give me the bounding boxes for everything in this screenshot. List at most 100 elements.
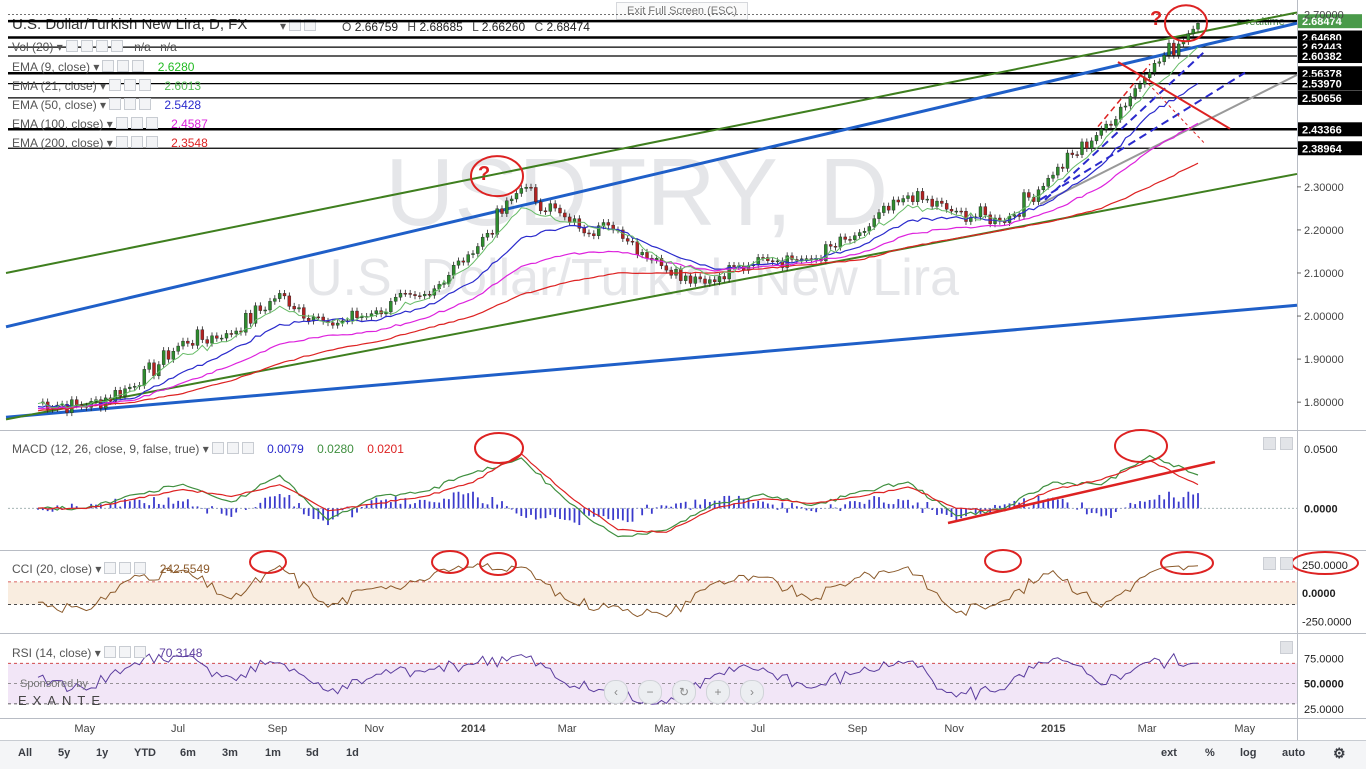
candle-body <box>891 199 896 211</box>
percent-button[interactable]: % <box>1205 747 1215 759</box>
timeframe-button-1y[interactable]: 1y <box>96 747 109 759</box>
settings-gear-icon[interactable]: ⚙ <box>1333 745 1346 761</box>
green-trendline-lower <box>5 172 1298 421</box>
rsi-tick-label-2: 25.0000 <box>1304 704 1344 716</box>
timeframe-button-5d[interactable]: 5d <box>306 747 319 759</box>
scroll-left-icon[interactable]: ‹ <box>604 680 628 704</box>
timeframe-button-1d[interactable]: 1d <box>346 747 359 759</box>
candle-body <box>949 209 954 212</box>
candle-body <box>824 244 828 262</box>
log-button[interactable]: log <box>1240 747 1257 759</box>
legend-ema9-value: 2.6280 <box>157 60 195 74</box>
legend-macd-hist: 0.0079 <box>267 442 304 456</box>
price-tick-label-2: 2.10000 <box>1304 268 1344 280</box>
candle-body <box>331 322 335 326</box>
timeframe-button-1m[interactable]: 1m <box>265 747 281 759</box>
candle-body <box>422 294 427 297</box>
reset-chart-icon[interactable]: ↻ <box>672 680 696 704</box>
legend-ema200[interactable]: EMA (200, close) ▾ 2.3548 <box>12 136 208 150</box>
x-tick-label-11: Mar <box>1138 723 1157 735</box>
sponsor-text: Sponsored by <box>20 678 88 690</box>
legend-rsi-label: RSI (14, close) <box>12 646 92 660</box>
candle-body <box>161 350 166 365</box>
candle-body <box>828 244 833 247</box>
legend-vol[interactable]: Vol (20) ▾ n/a n/a <box>12 40 177 54</box>
cci-band <box>8 581 1297 605</box>
timeframe-button-6m[interactable]: 6m <box>180 747 196 759</box>
candle-body <box>688 275 693 284</box>
ema200-line <box>37 162 1199 412</box>
candle-body <box>229 333 234 335</box>
rsi-pane-maximize-icon[interactable] <box>1280 641 1293 654</box>
price-tag-bg-3 <box>1298 49 1362 64</box>
candle-body <box>988 214 992 224</box>
macd-red-trendline <box>947 460 1216 525</box>
macd-annotation-circle-1 <box>474 432 524 464</box>
candle-body <box>708 279 712 284</box>
candle-body <box>408 293 412 295</box>
x-tick-label-0: May <box>74 723 95 735</box>
candle-body <box>485 233 490 238</box>
price-tick-label-4: 1.90000 <box>1304 354 1344 366</box>
candle-body <box>350 310 354 321</box>
price-tag-8: 2.38964 <box>1302 143 1343 155</box>
ext-button[interactable]: ext <box>1161 747 1177 759</box>
zoom-out-icon[interactable]: − <box>638 680 662 704</box>
candle-body <box>427 294 432 296</box>
legend-ema100[interactable]: EMA (100, close) ▾ 2.4587 <box>12 117 208 131</box>
close-label: C <box>534 20 544 34</box>
candle-body <box>500 208 504 214</box>
cci-line <box>37 563 1199 618</box>
candle-body <box>538 201 543 212</box>
candle-body <box>514 193 519 200</box>
candle-body <box>625 238 630 242</box>
price-chart-svg[interactable]: ??2.684742.646802.624432.603822.563782.5… <box>0 0 1366 740</box>
candle-body <box>674 269 678 276</box>
timeframe-button-all[interactable]: All <box>18 747 33 759</box>
legend-ema100-value: 2.4587 <box>171 117 208 131</box>
candle-body <box>548 203 553 212</box>
exit-fullscreen-button[interactable]: Exit Full Screen (ESC) <box>616 2 748 20</box>
candle-body <box>693 276 698 284</box>
legend-vol-v2: n/a <box>160 40 177 54</box>
timeframe-button-3m[interactable]: 3m <box>222 747 238 759</box>
legend-ema50[interactable]: EMA (50, close) ▾ 2.5428 <box>12 98 202 112</box>
legend-ema9[interactable]: EMA (9, close) ▾ 2.6280 <box>12 60 195 74</box>
legend-macd[interactable]: MACD (12, 26, close, 9, false, true) ▾ 0… <box>12 442 404 456</box>
macd-pane-maximize-icon[interactable] <box>1263 437 1276 450</box>
legend-macd-macd: 0.0280 <box>317 442 354 456</box>
candle-body <box>398 293 403 298</box>
timeframe-button-5y[interactable]: 5y <box>58 747 71 759</box>
candle-body <box>534 187 538 203</box>
candle-body <box>142 369 147 386</box>
low-label: L <box>472 20 479 34</box>
candle-body <box>698 276 702 280</box>
candle-body <box>1065 152 1070 169</box>
scroll-right-icon[interactable]: › <box>740 680 764 704</box>
x-tick-label-1: Jul <box>171 723 185 735</box>
candle-body <box>389 301 393 313</box>
annotation-question-mark-2: ? <box>478 163 490 185</box>
sponsor-logo[interactable]: EXANTE <box>18 693 107 708</box>
macd-line <box>37 454 1199 538</box>
candle-body <box>190 343 195 346</box>
macd-tick-label-1: 0.0000 <box>1304 503 1338 515</box>
timeframe-button-ytd[interactable]: YTD <box>134 747 156 759</box>
price-tick-label-0: 2.30000 <box>1304 182 1344 194</box>
cci-pane-close-icon[interactable] <box>1280 557 1293 570</box>
candle-body <box>983 206 988 216</box>
zoom-in-icon[interactable]: + <box>706 680 730 704</box>
legend-rsi[interactable]: RSI (14, close) ▾ 70.3148 <box>12 646 203 660</box>
cci-pane-maximize-icon[interactable] <box>1263 557 1276 570</box>
legend-vol-v1: n/a <box>134 40 151 54</box>
candle-body <box>253 305 258 324</box>
candle-body <box>944 203 949 210</box>
candle-body <box>277 293 282 299</box>
auto-button[interactable]: auto <box>1282 747 1306 759</box>
legend-cci[interactable]: CCI (20, close) ▾ 242.5549 <box>12 562 210 576</box>
legend-ema21[interactable]: EMA (21, close) ▾ 2.6013 <box>12 79 202 93</box>
candle-body <box>843 236 847 240</box>
candle-body <box>480 236 485 247</box>
candle-body <box>335 322 340 326</box>
macd-pane-close-icon[interactable] <box>1280 437 1293 450</box>
